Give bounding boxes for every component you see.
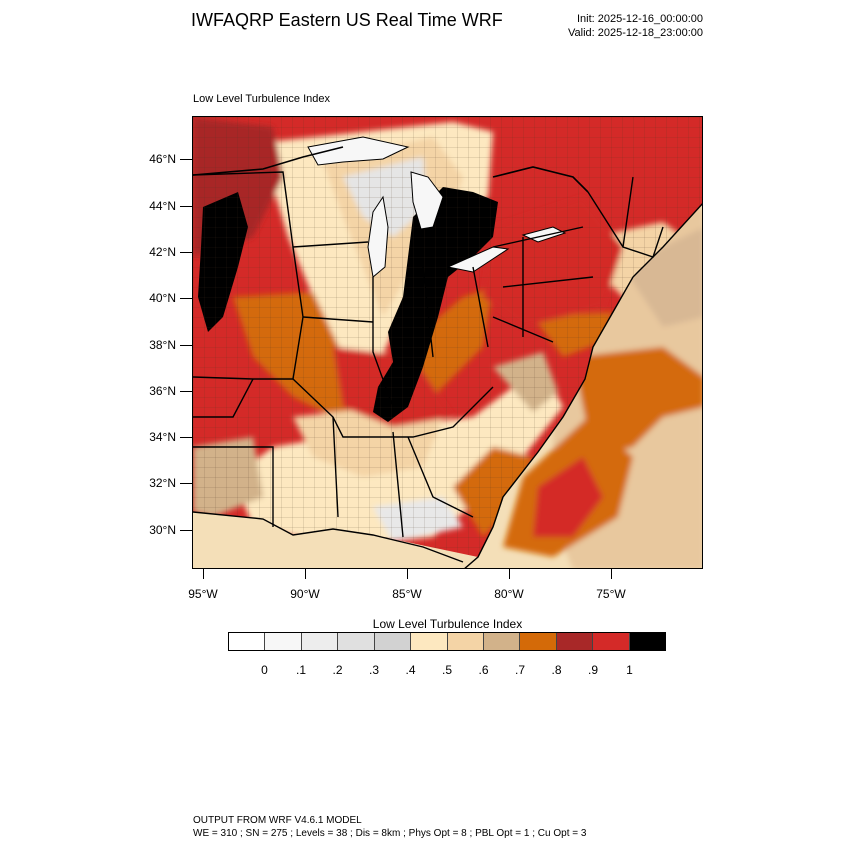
- init-time: Init: 2025-12-16_00:00:00: [577, 13, 703, 25]
- colorbar-box: [338, 633, 375, 650]
- lon-label-85w: 85°W: [392, 587, 422, 601]
- colorbar: [228, 632, 666, 651]
- coastline: [193, 203, 702, 568]
- state-borders: [193, 171, 664, 538]
- colorbar-label: .2: [332, 663, 343, 677]
- lon-label-80w: 80°W: [494, 587, 524, 601]
- colorbar-box: [556, 633, 594, 650]
- lat-label-36n: 36°N: [149, 384, 176, 398]
- colorbar-label: .5: [441, 663, 452, 677]
- colorbar-box: [265, 633, 302, 650]
- lon-label-75w: 75°W: [596, 587, 626, 601]
- colorbar-label: .4: [405, 663, 416, 677]
- lat-label-38n: 38°N: [149, 338, 176, 352]
- colorbar-label: .7: [514, 663, 525, 677]
- colorbar-label: .3: [368, 663, 379, 677]
- valid-time: Valid: 2025-12-18_23:00:00: [568, 27, 703, 39]
- lat-label-34n: 34°N: [149, 430, 176, 444]
- colorbar-box: [447, 633, 484, 650]
- lat-label-42n: 42°N: [149, 245, 176, 259]
- lat-label-30n: 30°N: [149, 523, 176, 537]
- colorbar-label: 1: [626, 663, 633, 677]
- colorbar-label: .6: [478, 663, 489, 677]
- colorbar-box: [483, 633, 521, 650]
- colorbar-box: [374, 633, 412, 650]
- colorbar-label: 0: [261, 663, 268, 677]
- country-border: [193, 146, 589, 193]
- lat-label-44n: 44°N: [149, 199, 176, 213]
- colorbar-box: [411, 633, 448, 650]
- lat-label-32n: 32°N: [149, 476, 176, 490]
- chart-title: IWFAQRP Eastern US Real Time WRF: [191, 10, 503, 30]
- colorbar-box: [301, 633, 339, 650]
- lat-label-46n: 46°N: [149, 152, 176, 166]
- lon-label-90w: 90°W: [290, 587, 320, 601]
- map-canvas: [193, 117, 702, 568]
- colorbar-label: .8: [551, 663, 562, 677]
- colorbar-box: [629, 633, 666, 650]
- colorbar-box: [593, 633, 630, 650]
- lat-label-40n: 40°N: [149, 291, 176, 305]
- model-info-line2: WE = 310 ; SN = 275 ; Levels = 38 ; Dis …: [193, 828, 587, 839]
- colorbar-label: .9: [587, 663, 598, 677]
- colorbar-box: [229, 633, 266, 650]
- colorbar-title: Low Level Turbulence Index: [372, 617, 523, 631]
- colorbar-box: [520, 633, 557, 650]
- model-info-line1: OUTPUT FROM WRF V4.6.1 MODEL: [193, 815, 362, 826]
- lon-label-95w: 95°W: [188, 587, 218, 601]
- colorbar-label: .1: [295, 663, 306, 677]
- map-subtitle: Low Level Turbulence Index: [193, 93, 330, 105]
- turbulence-map: [192, 116, 703, 569]
